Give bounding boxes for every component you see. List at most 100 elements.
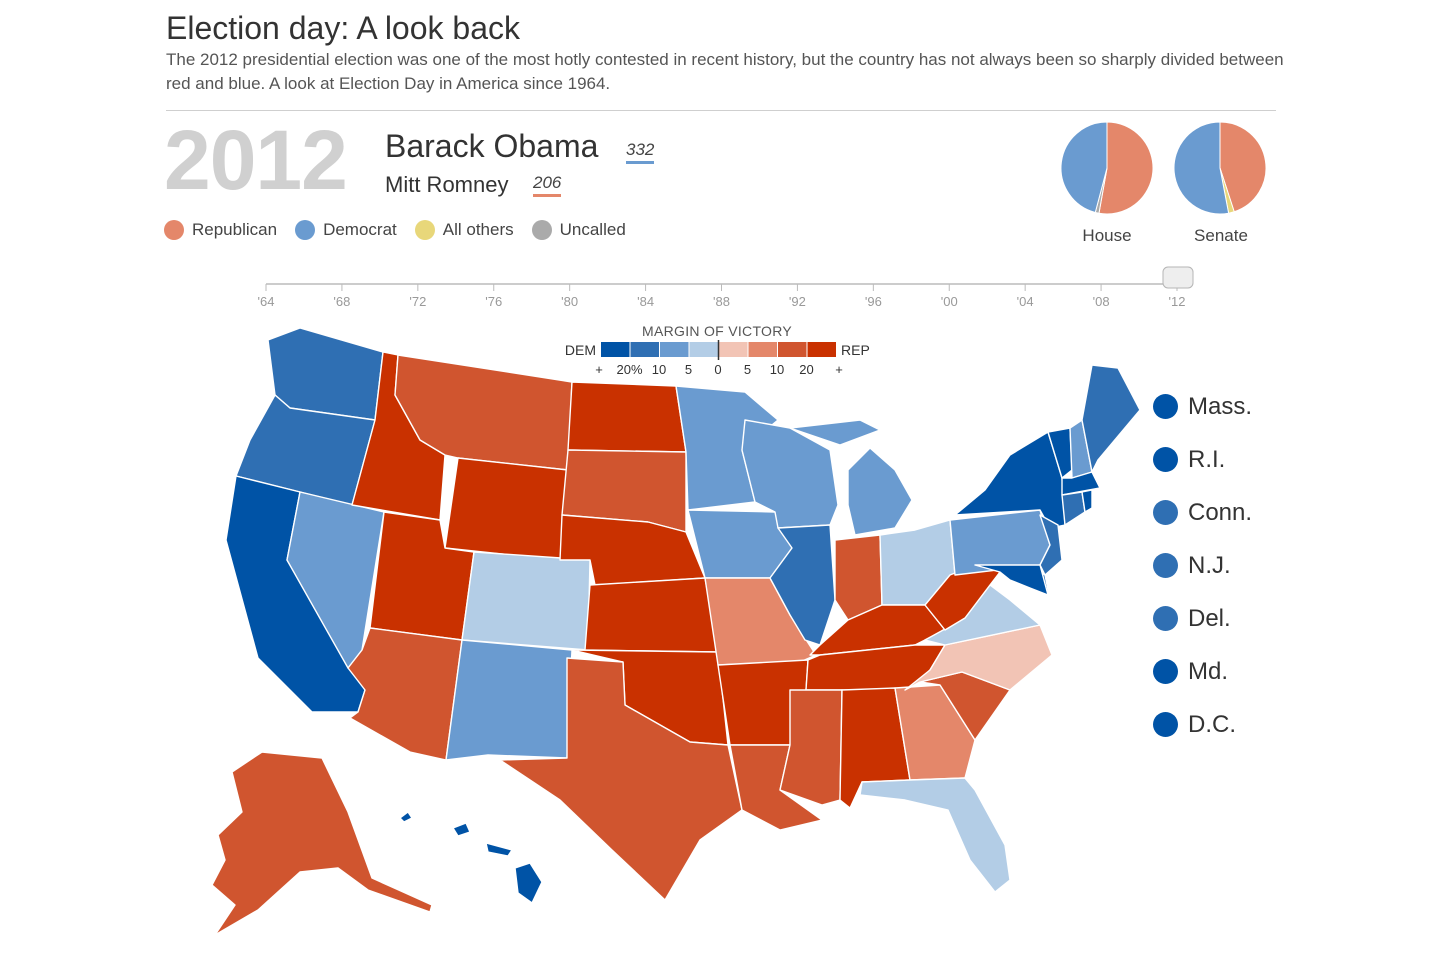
state-indiana[interactable] xyxy=(834,534,883,621)
democrat-slice xyxy=(1173,121,1230,215)
state-label: Del. xyxy=(1188,604,1231,632)
margin-rep-label: REP xyxy=(841,342,870,358)
timeline-handle[interactable] xyxy=(1162,266,1194,289)
legend-label: Republican xyxy=(192,220,278,239)
legend-label: All others xyxy=(442,220,514,239)
margin-swatch xyxy=(660,342,689,357)
timeline-tick-label[interactable]: '04 xyxy=(1016,294,1034,309)
timeline-tick-label[interactable]: '88 xyxy=(713,294,730,309)
margin-swatch xyxy=(778,342,807,357)
timeline-tick-label[interactable]: '12 xyxy=(1168,294,1186,309)
democrat-slice xyxy=(1060,121,1108,214)
legend-label: Democrat xyxy=(323,220,397,239)
page-title: Election day: A look back xyxy=(166,10,520,46)
margin-tick-label: + xyxy=(595,362,603,377)
loser-electoral-votes: 206 xyxy=(533,173,562,197)
republican-slice xyxy=(1219,121,1267,213)
timeline-ticks xyxy=(265,284,1178,291)
republican-slice xyxy=(1098,121,1154,215)
margin-tick-label: 5 xyxy=(685,362,692,377)
state-texas[interactable] xyxy=(499,657,743,901)
uncalled-dot xyxy=(531,220,552,240)
timeline-tick-label[interactable]: '96 xyxy=(864,294,882,309)
state-kansas[interactable] xyxy=(584,577,719,653)
state-label: Mass. xyxy=(1188,392,1253,420)
legend-item-democrat: Democrat xyxy=(295,220,397,240)
timeline-tick-label[interactable]: '08 xyxy=(1092,294,1110,309)
state-rhode-island[interactable] xyxy=(1081,489,1093,513)
small-state-nj[interactable]: N.J. xyxy=(1153,539,1252,592)
state-dot xyxy=(1153,394,1178,419)
senate-pie-chart[interactable] xyxy=(1173,121,1267,215)
margin-swatch xyxy=(719,342,748,357)
loser-name: Mitt Romney xyxy=(385,172,509,197)
state-dot xyxy=(1153,659,1178,684)
state-connecticut[interactable] xyxy=(1061,491,1086,526)
margin-swatch xyxy=(689,342,718,357)
house-pie-chart[interactable] xyxy=(1060,121,1154,215)
legend-item-republican: Republican xyxy=(164,220,277,240)
margin-tick-label: 20% xyxy=(616,362,642,377)
legend-item-uncalled: Uncalled xyxy=(531,220,626,240)
state-maine[interactable] xyxy=(1081,364,1141,473)
state-massachusetts[interactable] xyxy=(1061,471,1101,496)
state-label: D.C. xyxy=(1188,710,1236,738)
others-dot xyxy=(414,220,435,240)
small-state-md[interactable]: Md. xyxy=(1153,645,1252,698)
margin-dem-label: DEM xyxy=(565,342,596,358)
timeline-tick-label[interactable]: '68 xyxy=(333,294,351,309)
margin-legend-title: MARGIN OF VICTORY xyxy=(642,323,793,339)
state-illinois[interactable] xyxy=(769,524,836,646)
small-state-mass[interactable]: Mass. xyxy=(1153,380,1252,433)
page-description: The 2012 presidential election was one o… xyxy=(166,50,1284,93)
state-mississippi[interactable] xyxy=(779,689,843,806)
state-arizona[interactable] xyxy=(347,627,463,761)
header-divider xyxy=(166,110,1276,111)
state-dot xyxy=(1153,553,1178,578)
margin-tick-label: 20 xyxy=(799,362,813,377)
state-label: Conn. xyxy=(1188,498,1253,526)
timeline-tick-label[interactable]: '00 xyxy=(940,294,958,309)
state-wyoming[interactable] xyxy=(444,457,569,561)
state-label: Md. xyxy=(1188,657,1229,685)
state-dot xyxy=(1153,712,1178,737)
timeline-tick-label[interactable]: '72 xyxy=(409,294,427,309)
timeline-tick-label[interactable]: '92 xyxy=(788,294,806,309)
state-florida[interactable] xyxy=(859,777,1011,893)
senate-label: Senate xyxy=(1194,226,1248,245)
house-label: House xyxy=(1082,226,1132,245)
timeline-tick-label[interactable]: '80 xyxy=(561,294,579,309)
state-dot xyxy=(1153,447,1178,472)
timeline-tick-label[interactable]: '64 xyxy=(257,294,275,309)
state-label: N.J. xyxy=(1188,551,1231,579)
state-alaska[interactable] xyxy=(211,751,433,936)
state-label: R.I. xyxy=(1188,445,1226,473)
small-state-ri[interactable]: R.I. xyxy=(1153,433,1252,486)
small-state-conn[interactable]: Conn. xyxy=(1153,486,1252,539)
state-colorado[interactable] xyxy=(461,551,591,651)
state-dot xyxy=(1153,500,1178,525)
small-state-del[interactable]: Del. xyxy=(1153,592,1252,645)
state-maryland[interactable] xyxy=(974,564,1049,596)
margin-swatch xyxy=(748,342,777,357)
legend-item-others: All others xyxy=(414,220,514,240)
small-state-dc[interactable]: D.C. xyxy=(1153,698,1252,751)
winner-electoral-votes: 332 xyxy=(626,140,655,164)
margin-tick-label: 5 xyxy=(744,362,751,377)
state-new-mexico[interactable] xyxy=(445,639,573,761)
us-map xyxy=(211,327,1141,936)
margin-swatch xyxy=(630,342,659,357)
timeline-slider[interactable] xyxy=(265,266,1194,291)
timeline-tick-label[interactable]: '76 xyxy=(485,294,503,309)
small-states-list: Mass. R.I. Conn. N.J. Del. Md. D.C. xyxy=(1153,380,1252,751)
timeline-tick-label[interactable]: '84 xyxy=(637,294,655,309)
state-michigan[interactable] xyxy=(789,419,913,536)
state-north-dakota[interactable] xyxy=(567,381,687,453)
margin-tick-label: + xyxy=(835,362,843,377)
margin-tick-label: 10 xyxy=(652,362,666,377)
state-hawaii[interactable] xyxy=(399,811,543,904)
margin-tick-label: 0 xyxy=(714,362,721,377)
state-dot xyxy=(1153,606,1178,631)
party-legend: Republican Democrat All others Uncalled xyxy=(164,220,626,240)
